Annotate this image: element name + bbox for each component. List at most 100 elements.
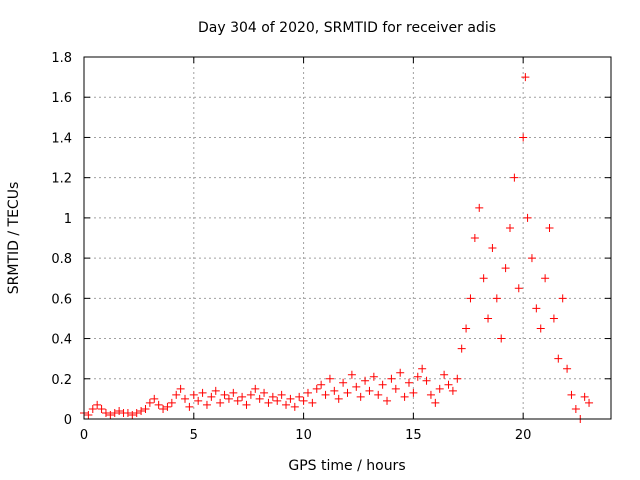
data-point [409, 388, 418, 397]
y-tick-label: 0.6 [51, 292, 72, 307]
data-point [356, 392, 365, 401]
data-point [391, 384, 400, 393]
data-point [413, 372, 422, 381]
data-point [260, 388, 269, 397]
data-point [444, 380, 453, 389]
data-point [527, 254, 536, 263]
data-point [216, 398, 225, 407]
data-point [470, 234, 479, 242]
data-point [163, 402, 172, 411]
data-point [435, 384, 444, 393]
data-point [132, 408, 141, 417]
data-point [295, 392, 304, 401]
data-point [273, 396, 282, 405]
data-point [369, 372, 378, 381]
y-axis-label: SRMTID / TECUs [6, 182, 22, 295]
data-point [159, 404, 168, 413]
data-point [137, 406, 146, 415]
data-point [141, 404, 150, 413]
data-point [484, 314, 493, 323]
data-point [448, 386, 457, 395]
data-point [167, 398, 176, 407]
data-point [115, 406, 124, 415]
data-point [330, 386, 339, 395]
data-point [440, 370, 449, 379]
grid-lines [84, 57, 611, 419]
data-point [154, 400, 163, 409]
data-point [242, 400, 251, 409]
data-point [374, 390, 383, 399]
data-point [286, 394, 295, 403]
data-point [325, 374, 334, 383]
data-point [492, 294, 501, 303]
chart-title: Day 304 of 2020, SRMTID for receiver adi… [198, 20, 496, 36]
data-point [128, 410, 137, 419]
x-axis-label: GPS time / hours [288, 458, 405, 474]
y-tick-label: 0.8 [51, 252, 72, 267]
data-point [378, 380, 387, 389]
data-point [462, 324, 471, 333]
data-point [466, 294, 475, 303]
data-point [312, 384, 321, 393]
data-point [224, 394, 233, 403]
data-point [339, 378, 348, 387]
x-tick-label: 0 [80, 428, 88, 443]
data-point [523, 213, 532, 222]
data-point [303, 388, 312, 397]
plot-frame [83, 56, 612, 420]
data-point [290, 402, 299, 411]
data-point [580, 392, 589, 401]
y-tick-label: 0 [64, 413, 72, 428]
data-point [521, 73, 530, 82]
y-tick-label: 1 [64, 212, 72, 227]
y-tick-label: 0.4 [51, 333, 72, 348]
data-point [497, 334, 506, 343]
data-point [558, 294, 567, 303]
data-point [233, 396, 242, 405]
data-point [571, 404, 580, 413]
data-point [501, 264, 510, 273]
data-point [457, 344, 466, 353]
axis-ticks [83, 56, 611, 420]
data-point [418, 364, 427, 373]
data-point [189, 390, 198, 399]
data-point [88, 404, 97, 413]
x-tick-labels: 0 5 10 15 20 [80, 428, 532, 443]
data-point [255, 394, 264, 403]
y-tick-label: 1.8 [51, 51, 72, 66]
data-point [514, 284, 523, 293]
data-point [202, 400, 211, 409]
data-point [106, 410, 115, 419]
data-point [172, 390, 181, 399]
y-tick-label: 0.2 [51, 373, 72, 388]
data-point [194, 396, 203, 405]
data-point [347, 370, 356, 379]
data-point [123, 408, 132, 417]
data-point [176, 384, 185, 393]
x-tick-label: 10 [295, 428, 312, 443]
data-point [361, 376, 370, 385]
data-point [488, 244, 497, 253]
data-point [365, 386, 374, 395]
y-tick-label: 1.4 [51, 131, 72, 146]
data-point [400, 392, 409, 401]
data-point [505, 223, 514, 232]
data-point [93, 400, 102, 409]
x-tick-label: 5 [190, 428, 198, 443]
data-point [268, 392, 277, 401]
data-point [246, 390, 255, 399]
data-point [238, 392, 247, 401]
data-point [97, 404, 106, 413]
data-point [145, 398, 154, 407]
data-point [185, 402, 194, 411]
data-point [585, 398, 594, 407]
data-point [207, 392, 216, 401]
data-point [251, 384, 260, 393]
data-point [383, 396, 392, 405]
data-point [343, 388, 352, 397]
data-point [549, 314, 558, 323]
data-points [80, 73, 594, 423]
data-point [181, 394, 190, 403]
data-point [563, 364, 572, 373]
